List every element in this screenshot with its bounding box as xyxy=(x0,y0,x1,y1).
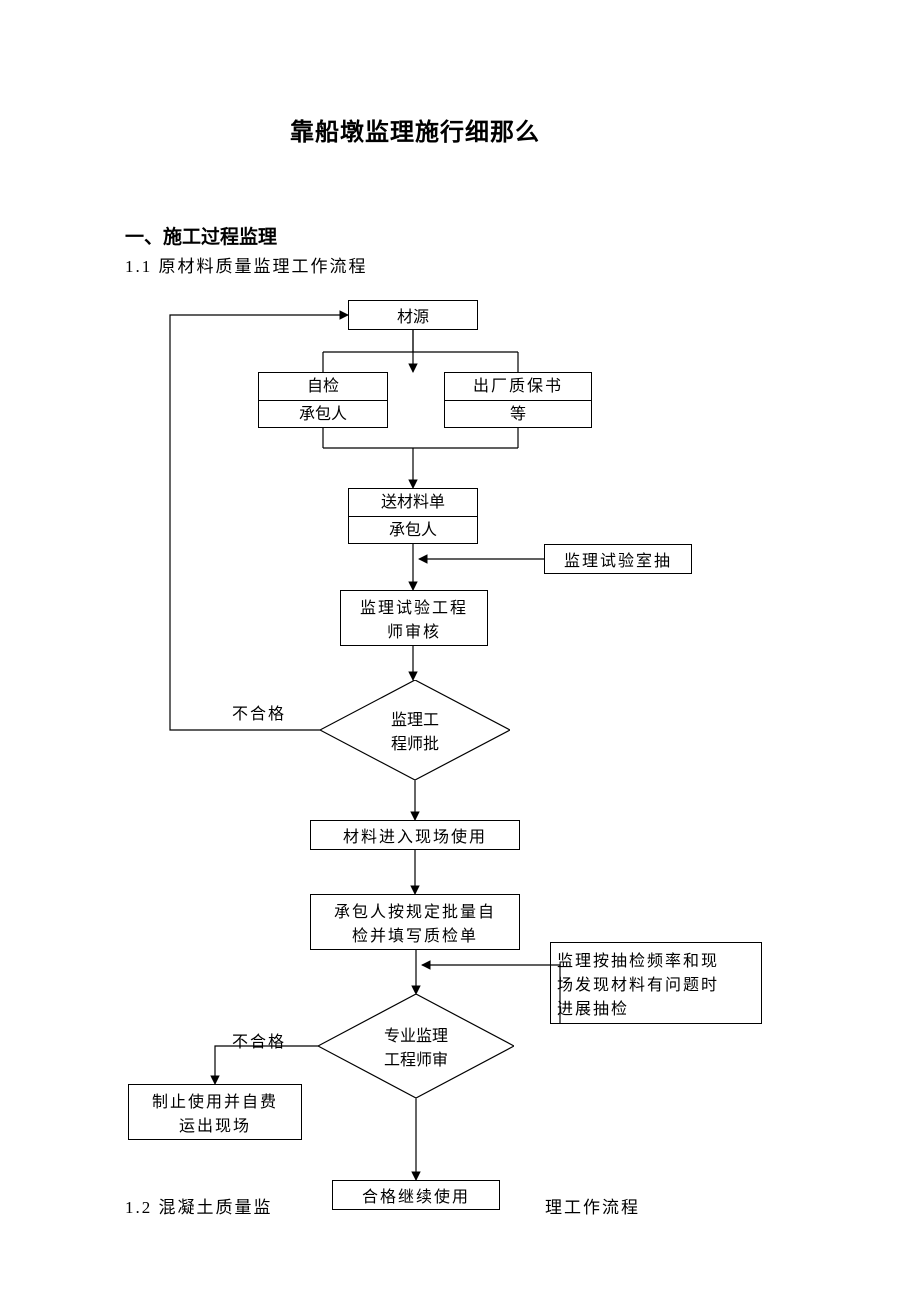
node-approve-decision: 监理工 程师批 xyxy=(320,680,510,780)
section-1-2-heading-right: 理工作流程 xyxy=(545,1193,640,1218)
node-self-check-line1: 自检 xyxy=(259,373,387,400)
node-sampling-note-line3: 进展抽检 xyxy=(557,995,629,1019)
node-deliver-line2: 承包人 xyxy=(349,516,477,543)
label-fail-1: 不合格 xyxy=(232,700,286,724)
doc-title: 靠船墩监理施行细那么 xyxy=(290,112,540,147)
node-batch-check: 承包人按规定批量自 检并填写质检单 xyxy=(310,894,520,950)
node-approve-line2: 程师批 xyxy=(391,730,439,754)
node-batch-check-line1: 承包人按规定批量自 xyxy=(334,898,496,922)
node-factory-cert-line2: 等 xyxy=(445,400,591,427)
node-source: 材源 xyxy=(348,300,478,330)
node-pro-review-decision: 专业监理 工程师审 xyxy=(318,994,514,1098)
node-review-line1: 监理试验工程 xyxy=(360,594,468,618)
node-batch-check-line2: 检并填写质检单 xyxy=(352,922,478,946)
section-1-1-heading: 1.1 原材料质量监理工作流程 xyxy=(125,252,368,277)
node-continue-use: 合格继续使用 xyxy=(332,1180,500,1210)
node-stop-use: 制止使用并自费 运出现场 xyxy=(128,1084,302,1140)
section-1-heading: 一、施工过程监理 xyxy=(125,222,277,249)
node-review: 监理试验工程 师审核 xyxy=(340,590,488,646)
node-deliver: 送材料单 承包人 xyxy=(348,488,478,544)
node-stop-use-line1: 制止使用并自费 xyxy=(152,1088,278,1112)
label-fail-2: 不合格 xyxy=(232,1028,286,1052)
node-lab-sample: 监理试验室抽 xyxy=(544,544,692,574)
node-stop-use-line2: 运出现场 xyxy=(179,1112,251,1136)
node-pro-review-line2: 工程师审 xyxy=(384,1046,448,1070)
node-factory-cert-line1: 出厂质保书 xyxy=(445,373,591,400)
node-approve-line1: 监理工 xyxy=(391,706,439,730)
node-sampling-note-line2: 场发现材料有问题时 xyxy=(557,971,719,995)
node-review-line2: 师审核 xyxy=(387,618,441,642)
node-enter-site: 材料进入现场使用 xyxy=(310,820,520,850)
section-1-2-heading-left: 1.2 混凝土质量监 xyxy=(125,1193,273,1218)
node-sampling-note: 监理按抽检频率和现 场发现材料有问题时 进展抽检 xyxy=(550,942,762,1024)
page: 靠船墩监理施行细那么 一、施工过程监理 1.1 原材料质量监理工作流程 材源 自… xyxy=(0,0,920,1302)
node-self-check: 自检 承包人 xyxy=(258,372,388,428)
node-sampling-note-line1: 监理按抽检频率和现 xyxy=(557,947,719,971)
node-deliver-line1: 送材料单 xyxy=(349,489,477,516)
node-self-check-line2: 承包人 xyxy=(259,400,387,427)
node-factory-cert: 出厂质保书 等 xyxy=(444,372,592,428)
node-pro-review-line1: 专业监理 xyxy=(384,1022,448,1046)
